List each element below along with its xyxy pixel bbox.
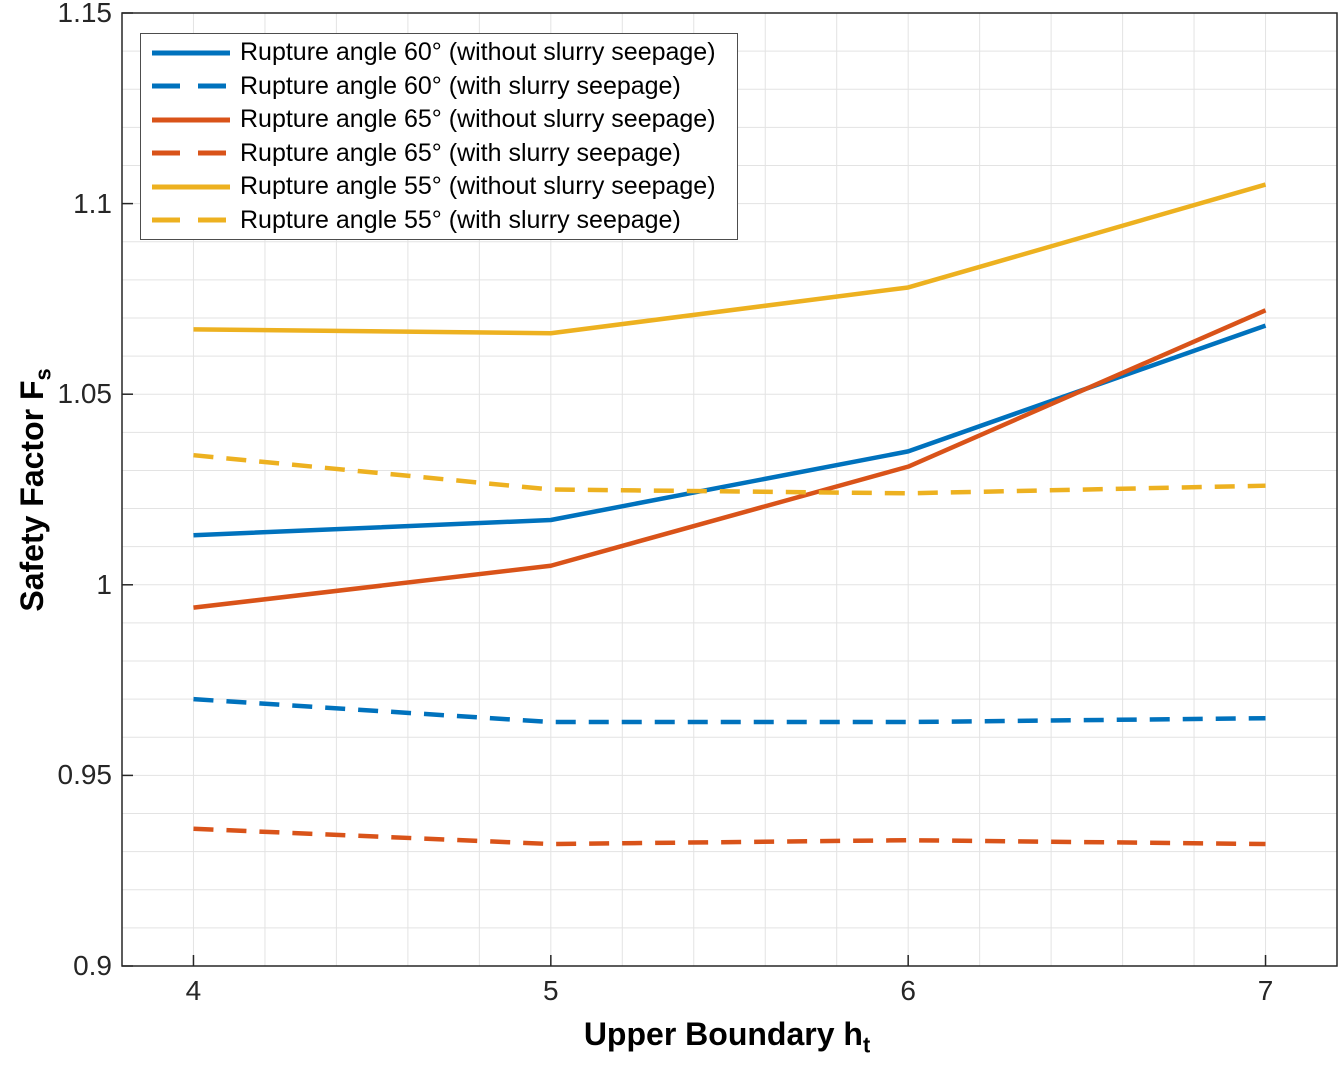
legend-line-sample	[152, 217, 230, 223]
x-axis-label: Upper Boundary ht	[584, 1016, 870, 1058]
x-axis-label-subscript: t	[862, 1032, 871, 1058]
legend-item: Rupture angle 60° (with slurry seepage)	[141, 71, 737, 100]
legend-item-label: Rupture angle 65° (with slurry seepage)	[240, 138, 681, 167]
y-tick-label: 0.9	[73, 950, 112, 981]
legend-item: Rupture angle 65° (with slurry seepage)	[141, 138, 737, 167]
legend-line-sample	[152, 117, 230, 123]
legend: Rupture angle 60° (without slurry seepag…	[140, 33, 738, 240]
legend-line-sample	[152, 184, 230, 190]
y-tick-label: 1.15	[57, 0, 113, 28]
y-axis-label-text: Safety Factor F	[14, 380, 50, 612]
y-tick-label: 1	[96, 568, 112, 600]
y-axis-label-subscript: s	[30, 368, 56, 381]
series-line-0	[193, 323, 1267, 538]
y-axis-label: Safety Factor Fs	[14, 368, 56, 611]
y-tick-label: 1.1	[73, 187, 112, 219]
x-tick-label: 4	[185, 975, 202, 1006]
legend-line-sample	[152, 50, 230, 56]
legend-item-label: Rupture angle 65° (without slurry seepag…	[240, 105, 716, 134]
y-tick-label: 0.95	[57, 759, 113, 791]
legend-item: Rupture angle 60° (without slurry seepag…	[141, 40, 737, 65]
series-line-4	[193, 182, 1267, 336]
y-tick-label: 1.05	[57, 378, 113, 410]
legend-line-sample	[152, 150, 230, 156]
series-line-1	[193, 696, 1266, 725]
series-line-5	[193, 452, 1266, 496]
legend-item-label: Rupture angle 55° (with slurry seepage)	[240, 205, 681, 234]
axis-box	[121, 12, 1338, 967]
legend-item: Rupture angle 55° (without slurry seepag…	[141, 174, 737, 199]
legend-item-label: Rupture angle 60° (without slurry seepag…	[240, 38, 716, 67]
legend-item: Rupture angle 65° (without slurry seepag…	[141, 107, 737, 132]
x-tick-label: 6	[900, 975, 916, 1006]
legend-item: Rupture angle 55° (with slurry seepage)	[141, 205, 737, 234]
x-axis-label-text: Upper Boundary h	[583, 1016, 863, 1052]
series-line-3	[193, 826, 1266, 847]
x-tick-label: 5	[543, 975, 559, 1006]
series-line-2	[193, 308, 1267, 610]
legend-item-label: Rupture angle 60° (with slurry seepage)	[240, 71, 681, 100]
legend-item-label: Rupture angle 55° (without slurry seepag…	[240, 172, 716, 201]
legend-line-sample	[152, 83, 230, 89]
x-tick-label: 7	[1257, 975, 1274, 1006]
